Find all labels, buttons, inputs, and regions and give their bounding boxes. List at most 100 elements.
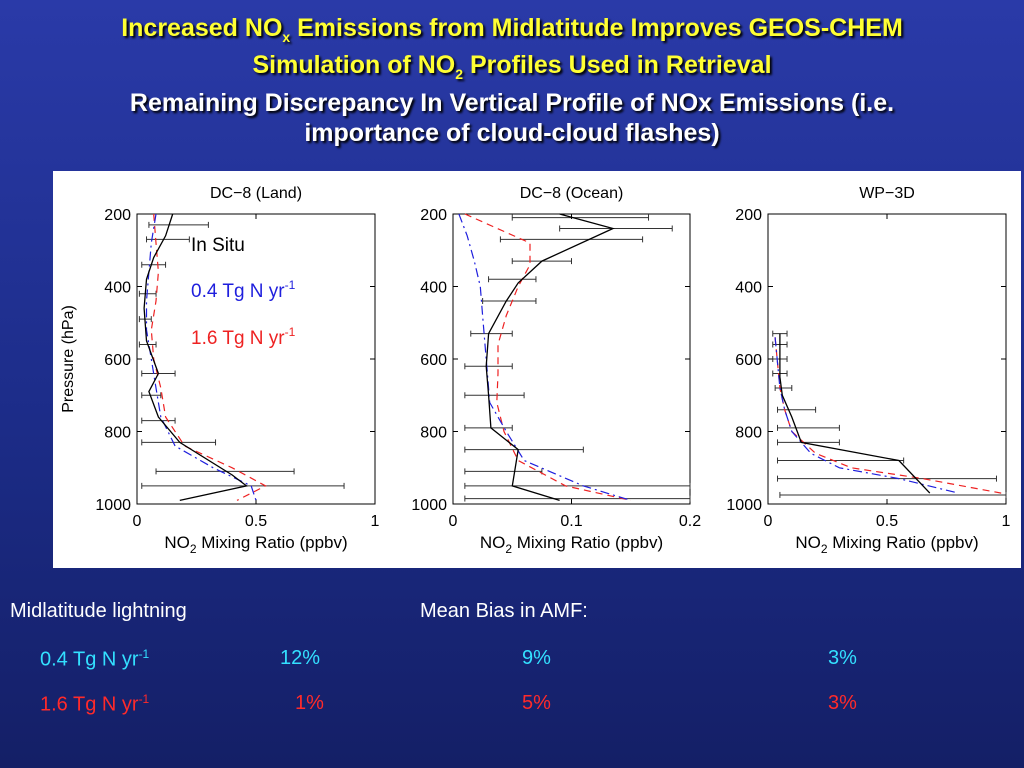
error-bar: [146, 236, 190, 243]
y-tick-label: 600: [104, 352, 131, 369]
legend-high-sup: -1: [285, 325, 296, 339]
plot-frame: [136, 213, 376, 505]
x-axis-label-part: Mixing Ratio (ppbv): [512, 533, 663, 552]
x-axis-label-sub: 2: [821, 542, 828, 556]
x-tick-label: 0.5: [245, 513, 267, 530]
x-tick-label: 1: [1002, 513, 1011, 530]
x-axis-label-sub: 2: [190, 542, 197, 556]
error-bar: [141, 261, 167, 268]
x-tick-label: 1: [371, 513, 380, 530]
x-axis-label-part: NO: [480, 533, 506, 552]
y-tick-label: 400: [420, 280, 447, 297]
error-bar: [777, 457, 905, 464]
chart-panel: DC−8 (Land) 200 400 600 800 1000 0 0.5 1 NO2 Mixi…: [53, 171, 1021, 568]
error-bar: [470, 330, 513, 337]
y-tick-label: 200: [420, 207, 447, 224]
series-line-insitu: [779, 333, 931, 494]
series-line-insitu: [485, 213, 615, 502]
legend-low-sup: -1: [285, 278, 296, 292]
error-bar: [141, 482, 345, 489]
error-bar: [777, 475, 997, 482]
x-axis-label-sub: 2: [505, 542, 512, 556]
y-axis-label: Pressure (hPa): [60, 305, 77, 413]
error-bar: [511, 214, 650, 221]
y-tick-label: 600: [420, 352, 447, 369]
legend-high-base: 1.6 Tg N yr: [191, 328, 285, 349]
error-bar: [499, 236, 644, 243]
error-bar: [488, 276, 537, 283]
error-bar: [777, 406, 817, 413]
row-low-v1: 12%: [280, 647, 321, 669]
bottom-heading-left: Midlatitude lightning: [10, 600, 187, 622]
row-low-label: 0.4 Tg N yr-1: [40, 647, 150, 671]
y-tick-label: 1000: [726, 497, 762, 514]
x-tick-label: 0: [133, 513, 142, 530]
x-axis-label-part: NO: [795, 533, 821, 552]
chart-title: DC−8 (Land): [210, 185, 302, 202]
error-bar: [464, 424, 513, 431]
error-bar: [464, 468, 543, 475]
legend-low: 0.4 Tg N yr-1: [191, 278, 296, 302]
legend-low-base: 0.4 Tg N yr: [191, 281, 285, 302]
row-low-v3: 3%: [828, 647, 857, 669]
error-bar: [138, 290, 157, 297]
plot-frame: [452, 213, 691, 505]
error-bar: [559, 225, 673, 232]
y-tick-label: 200: [735, 207, 762, 224]
error-bar: [464, 392, 525, 399]
y-tick-label: 800: [420, 425, 447, 442]
row-low-v2: 9%: [522, 647, 551, 669]
title-line-1: Increased NOx Emissions from Midlatitude…: [121, 14, 903, 45]
error-bar: [464, 363, 513, 370]
error-bar: [141, 439, 217, 446]
legend-insitu: In Situ: [191, 235, 245, 256]
series-line-high: [774, 337, 1002, 494]
y-tick-label: 400: [735, 280, 762, 297]
x-axis-label: NO2 Mixing Ratio (ppbv): [795, 533, 978, 556]
error-bar: [148, 221, 209, 228]
series-line-high: [464, 213, 631, 501]
series-line-low: [774, 337, 959, 494]
series-line-low: [145, 213, 257, 501]
legend-high: 1.6 Tg N yr-1: [191, 325, 296, 349]
x-axis-label: NO2 Mixing Ratio (ppbv): [480, 533, 663, 556]
error-bar: [779, 491, 1007, 498]
x-tick-label: 0.2: [679, 513, 701, 530]
chart-title: WP−3D: [859, 185, 915, 202]
error-bar: [141, 417, 176, 424]
subtitle-line-2: importance of cloud-cloud flashes): [304, 119, 720, 147]
x-tick-label: 0.5: [876, 513, 898, 530]
error-bar: [774, 385, 793, 391]
y-tick-label: 800: [104, 425, 131, 442]
x-axis-label: NO2 Mixing Ratio (ppbv): [164, 533, 347, 556]
y-tick-label: 400: [104, 280, 131, 297]
row-high-label: 1.6 Tg N yr-1: [40, 692, 150, 716]
error-bar: [482, 298, 537, 304]
x-axis-label-part: Mixing Ratio (ppbv): [828, 533, 979, 552]
row-high-v2: 5%: [522, 692, 551, 714]
y-tick-label: 200: [104, 207, 131, 224]
series-line-high: [150, 213, 267, 501]
error-bar: [464, 495, 691, 502]
error-bar: [464, 482, 691, 489]
subtitle-line-1: Remaining Discrepancy In Vertical Profil…: [129, 89, 895, 117]
series-line-low: [458, 213, 631, 501]
x-tick-label: 0: [764, 513, 773, 530]
series-line-insitu: [143, 213, 249, 502]
y-tick-label: 1000: [411, 497, 447, 514]
error-bar: [141, 392, 162, 399]
y-tick-label: 1000: [95, 497, 131, 514]
x-tick-label: 0.1: [560, 513, 582, 530]
row-high-v3: 3%: [828, 692, 857, 714]
chart-title: DC−8 (Ocean): [520, 185, 624, 202]
y-tick-label: 600: [735, 352, 762, 369]
bottom-heading-right: Mean Bias in AMF:: [420, 600, 588, 622]
error-bar: [155, 468, 295, 475]
x-axis-label-part: NO: [164, 533, 190, 552]
title-line-2: Simulation of NO2 Profiles Used in Retri…: [252, 51, 772, 82]
